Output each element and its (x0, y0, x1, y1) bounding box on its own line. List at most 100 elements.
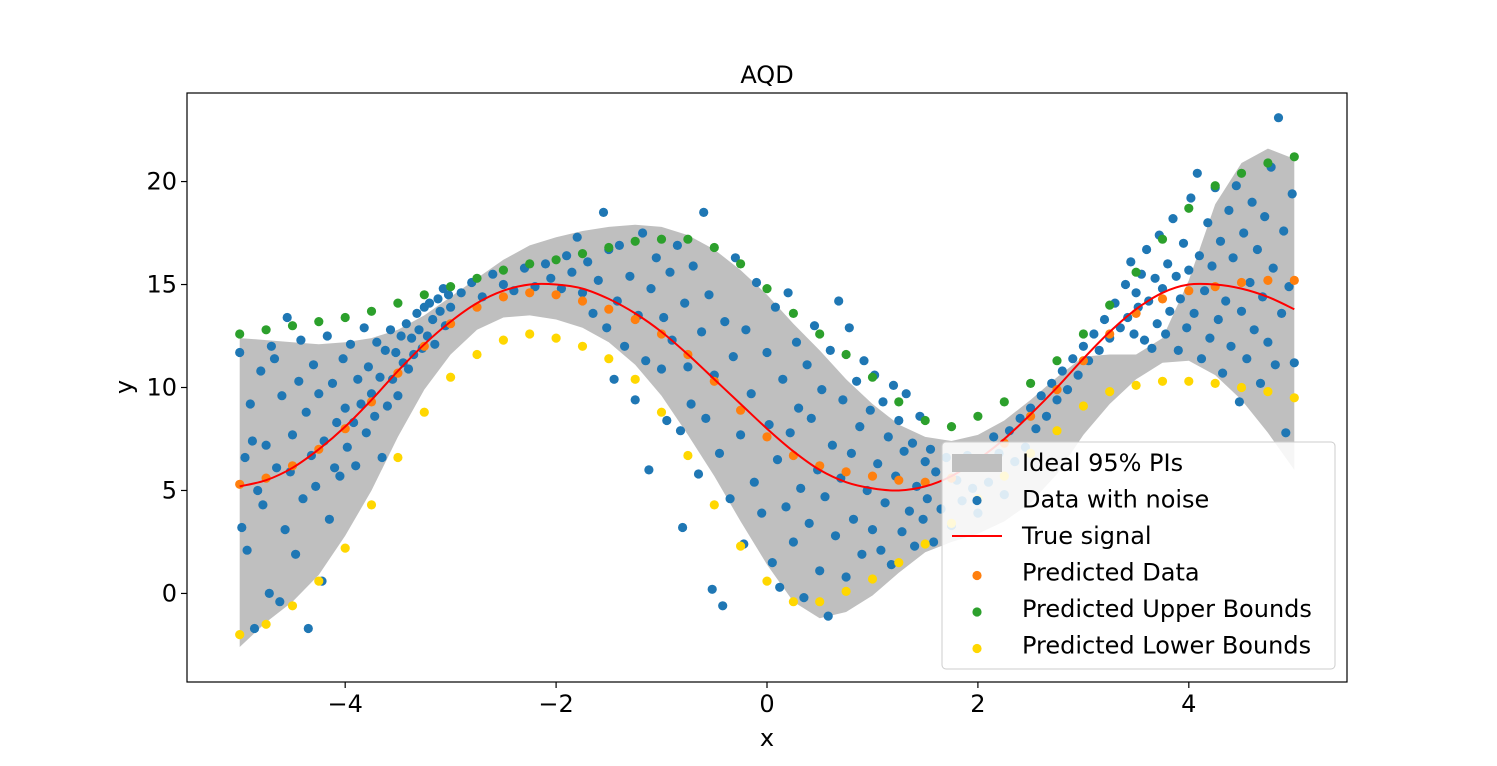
legend-swatch-predicted-upper-bounds (972, 607, 982, 617)
data-with-noise-point (1247, 197, 1257, 207)
data-with-noise-point (298, 494, 308, 504)
predicted-upper-bounds-point (736, 259, 746, 269)
predicted-upper-bounds-point (709, 242, 719, 253)
predicted-upper-bounds-point (1210, 181, 1220, 191)
data-with-noise-point (873, 459, 883, 469)
legend-label-true-signal: True signal (1021, 522, 1152, 550)
legend-label-predicted-lower-bounds: Predicted Lower Bounds (1022, 632, 1311, 660)
predicted-data-point (1184, 286, 1194, 296)
data-with-noise-point (272, 463, 282, 473)
data-with-noise-point (396, 331, 406, 341)
predicted-lower-bounds-point (472, 349, 482, 360)
data-with-noise-point (823, 611, 833, 621)
axes: −4 −2 0 2 4 0 5 10 15 20 (146, 168, 1196, 718)
data-with-noise-point (1161, 329, 1171, 339)
y-tick-label: 20 (146, 168, 177, 196)
data-with-noise-point (1041, 411, 1052, 421)
data-with-noise-point (886, 560, 897, 570)
predicted-data-point (604, 304, 614, 314)
data-with-noise-point (697, 327, 707, 337)
data-with-noise-point (736, 430, 746, 440)
data-with-noise-point (1196, 354, 1207, 364)
data-with-noise-point (266, 341, 276, 351)
data-with-noise-point (296, 335, 306, 345)
data-with-noise-point (1120, 279, 1131, 290)
data-with-noise-point (646, 284, 656, 294)
data-with-noise-point (540, 259, 551, 269)
predicted-data-point (709, 376, 719, 386)
legend-label-data-with-noise: Data with noise (1022, 486, 1209, 514)
predicted-upper-bounds-point (551, 255, 561, 265)
predicted-upper-bounds-point (894, 397, 904, 407)
predicted-upper-bounds-series (235, 152, 1299, 432)
predicted-lower-bounds-point (366, 500, 377, 510)
chart-title: AQD (740, 61, 793, 89)
predicted-upper-bounds-point (1105, 300, 1115, 310)
data-with-noise-point (876, 545, 886, 555)
data-with-noise-point (848, 514, 859, 524)
predicted-upper-bounds-point (235, 329, 245, 339)
predicted-upper-bounds-point (340, 312, 350, 323)
data-with-noise-series (235, 113, 1299, 634)
data-with-noise-point (294, 376, 304, 386)
data-with-noise-point (1221, 296, 1231, 306)
data-with-noise-point (678, 522, 688, 533)
data-with-noise-point (398, 358, 408, 368)
data-with-noise-point (598, 207, 609, 217)
data-with-noise-point (720, 317, 730, 327)
predicted-lower-bounds-point (393, 452, 403, 463)
predicted-data-point (340, 424, 350, 434)
data-with-noise-point (899, 446, 909, 456)
y-tick-label: 5 (162, 476, 177, 504)
legend-label-predicted-upper-bounds: Predicted Upper Bounds (1022, 595, 1312, 623)
data-with-noise-point (1163, 259, 1173, 269)
data-with-noise-point (414, 325, 424, 335)
data-with-noise-point (1213, 314, 1223, 325)
predicted-data-point (393, 368, 403, 378)
predicted-data-point (235, 479, 245, 489)
data-with-noise-point (1218, 368, 1228, 378)
data-with-noise-point (393, 391, 403, 401)
data-with-noise-point (372, 337, 382, 347)
data-with-noise-point (806, 413, 816, 423)
data-with-noise-point (301, 407, 311, 417)
predicted-lower-bounds-point (1105, 387, 1115, 397)
data-with-noise-point (342, 442, 352, 452)
data-with-noise-point (235, 347, 245, 358)
predicted-upper-bounds-point (314, 317, 324, 327)
predicted-lower-bounds-point (762, 576, 772, 586)
data-with-noise-point (820, 492, 830, 502)
predicted-data-point (498, 292, 508, 302)
data-with-noise-point (351, 461, 361, 471)
data-with-noise-point (311, 481, 321, 491)
data-with-noise-point (407, 333, 417, 343)
data-with-noise-point (1289, 358, 1299, 368)
data-with-noise-point (1186, 193, 1196, 203)
data-with-noise-point (577, 288, 588, 298)
data-with-noise-point (546, 273, 556, 283)
data-with-noise-point (688, 261, 698, 271)
data-with-noise-point (361, 428, 371, 438)
data-with-noise-point (1224, 205, 1234, 215)
predicted-lower-bounds-point (604, 354, 614, 364)
data-with-noise-point (377, 452, 387, 463)
data-with-noise-point (1062, 385, 1073, 395)
data-with-noise-point (1284, 282, 1294, 292)
data-with-noise-point (572, 232, 582, 242)
data-with-noise-point (675, 426, 686, 436)
data-with-noise-point (878, 397, 888, 407)
data-with-noise-point (1236, 306, 1247, 316)
data-with-noise-point (815, 566, 825, 576)
data-with-noise-point (785, 428, 795, 438)
data-with-noise-point (562, 251, 572, 261)
data-with-noise-point (644, 465, 654, 475)
predicted-lower-bounds-point (577, 341, 588, 351)
predicted-upper-bounds-point (261, 325, 271, 335)
predicted-upper-bounds-point (287, 321, 298, 331)
data-with-noise-point (1175, 294, 1185, 304)
data-with-noise-point (1126, 257, 1136, 267)
data-with-noise-point (838, 395, 848, 405)
data-with-noise-point (901, 389, 911, 399)
data-with-noise-point (830, 531, 841, 541)
predicted-upper-bounds-point (1078, 329, 1088, 339)
